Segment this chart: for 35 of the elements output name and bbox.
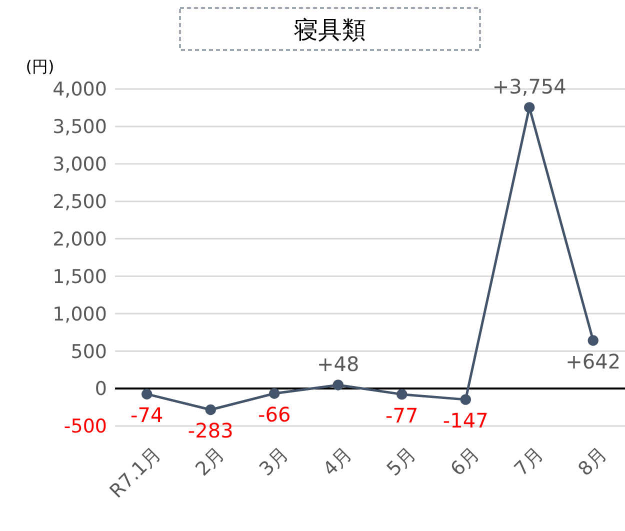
x-tick-label: 6月 bbox=[446, 442, 484, 480]
point bbox=[460, 394, 471, 405]
y-tick-label: 3,000 bbox=[52, 154, 107, 176]
x-tick-label: 4月 bbox=[318, 442, 356, 480]
y-tick-label: 1,000 bbox=[52, 303, 107, 326]
data-label: +642 bbox=[566, 349, 621, 374]
x-tick-label: 2月 bbox=[191, 442, 229, 480]
data-label: +48 bbox=[317, 352, 360, 376]
data-label: -283 bbox=[188, 418, 234, 443]
data-label: -66 bbox=[258, 402, 291, 426]
data-label: -147 bbox=[442, 408, 488, 433]
point bbox=[524, 102, 535, 113]
x-tick-label: 7月 bbox=[510, 442, 548, 480]
point bbox=[396, 388, 408, 400]
y-tick-label: 4,000 bbox=[52, 78, 107, 101]
y-tick-label: 2,500 bbox=[52, 190, 107, 213]
chart-title: 寝具類 bbox=[294, 16, 366, 44]
point bbox=[205, 404, 216, 416]
point bbox=[142, 388, 152, 400]
data-label: -74 bbox=[130, 403, 164, 428]
y-tick-label: 2,000 bbox=[52, 228, 107, 250]
y-tick-label: 0 bbox=[94, 378, 107, 400]
point bbox=[332, 380, 344, 390]
y-tick-label: 3,500 bbox=[52, 116, 107, 138]
point bbox=[588, 335, 598, 346]
x-tick-label: 8月 bbox=[574, 442, 612, 480]
x-tick-label: 5月 bbox=[382, 442, 420, 480]
y-tick-label: 500 bbox=[70, 340, 107, 363]
data-label: -77 bbox=[386, 403, 418, 428]
y-tick-label: -500 bbox=[64, 416, 107, 438]
y-tick-label: 1,500 bbox=[52, 266, 107, 288]
point bbox=[269, 388, 280, 399]
data-label: +3,754 bbox=[492, 74, 566, 98]
y-axis-title: (円) bbox=[26, 57, 54, 76]
x-tick-label: 3月 bbox=[255, 442, 293, 480]
